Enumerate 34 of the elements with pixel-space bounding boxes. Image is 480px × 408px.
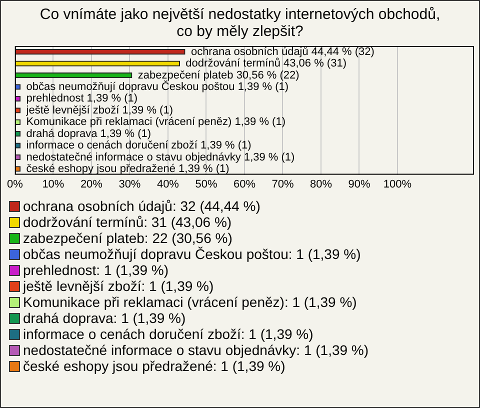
category-label: prehlednost 1,39 % (1)	[26, 92, 138, 105]
text: zabezpečení plateb: 22 (30,56 %)	[23, 230, 232, 246]
category-label: české eshopy jsou předražené 1,39 % (1)	[26, 162, 230, 175]
category-label: informace o cenách doručení zboží 1,39 % (1)	[26, 140, 252, 152]
text: dodržování termínů: 31 (43,06 %)	[23, 214, 232, 230]
text: ochrana osobních údajů: 32 (44,44 %)	[23, 198, 260, 214]
x-tick-label: 30%	[118, 178, 141, 190]
category-label: dodržování termínů 43,06 % (31)	[186, 58, 346, 70]
x-tick-label: 100%	[383, 178, 412, 190]
category-label: ještě levnější zboží 1,39 % (1)	[26, 104, 174, 116]
text: prehlednost: 1 (1,39 %)	[23, 262, 169, 278]
category-label: Komunikace při reklamaci (vrácení peněz) 1,39 % (1)	[26, 116, 286, 128]
x-tick-label: 10%	[42, 178, 64, 190]
x-tick-label: 40%	[156, 178, 180, 190]
x-tick-label: 50%	[195, 178, 218, 190]
category-label: občas neumožňují dopravu Českou poštou 1,39 % (1)	[26, 81, 289, 94]
text: informace o cenách doručení zboží: 1 (1,39 %)	[23, 326, 314, 342]
x-tick-label: 90%	[348, 178, 370, 190]
x-tick-label: 0%	[6, 178, 24, 190]
x-tick-label: 80%	[310, 178, 332, 190]
text: drahá doprava: 1 (1,39 %)	[23, 310, 186, 326]
category-label: zabezpečení plateb 30,56 % (22)	[138, 69, 300, 82]
text: ještě levnější zboží: 1 (1,39 %)	[23, 278, 214, 294]
text: občas neumožňují dopravu Českou poštou: 1 (1,39 %)	[23, 246, 361, 262]
text: české eshopy jsou předražené: 1 (1,39 %)	[23, 358, 286, 374]
category-label: drahá doprava 1,39 % (1)	[26, 128, 152, 140]
category-label: ochrana osobních údajů 44,44 % (32)	[190, 46, 374, 58]
x-tick-label: 60%	[233, 178, 256, 190]
chart-title: Co vnímáte jako největší nedostatky internetových obchodů, co by měly zlepšit?	[38, 5, 442, 42]
x-tick-label: 20%	[80, 178, 103, 190]
category-label: nedostatečné informace o stavu objednávky 1,39 % (1)	[26, 151, 295, 164]
text: nedostatečné informace o stavu objednávky: 1 (1,39 %)	[23, 342, 369, 358]
x-tick-label: 70%	[272, 178, 294, 190]
text: Komunikace při reklamaci (vrácení peněz): 1 (1,39 %)	[23, 294, 357, 310]
